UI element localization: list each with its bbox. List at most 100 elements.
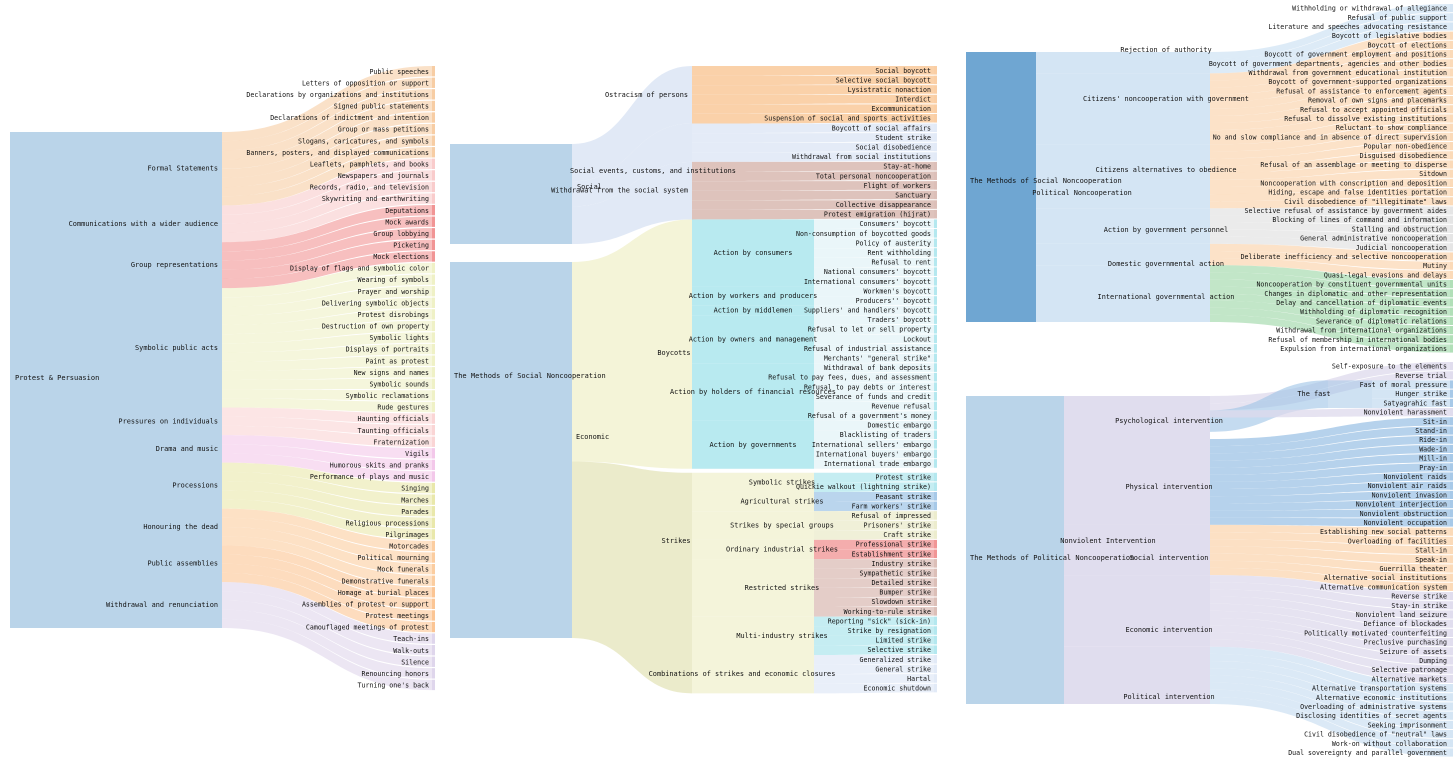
changes-in-diplomatic-and-other-representation-leaf (1450, 289, 1453, 298)
deputations-link (222, 204, 432, 252)
reluctant-to-show-compliance-link (1210, 123, 1450, 152)
letters-of-opposition-or-support-link (222, 77, 432, 151)
withdrawal-from-social-institutions-link (692, 152, 934, 162)
performance-of-plays-and-music-leaf (432, 471, 435, 482)
civil-disobedience-of-illegitimate-laws-leaf (1450, 197, 1453, 206)
refusal-of-industrial-assistance-link (814, 344, 934, 354)
establishing-new-social-patterns-leaf (1450, 527, 1453, 536)
symbolic-reclamations-leaf (432, 390, 435, 401)
slowdown-strike-leaf (934, 597, 937, 607)
reporting-sick-sick-in-label: Reporting "sick" (sick-in) (828, 617, 931, 625)
wade-in-leaf (1450, 444, 1453, 453)
boycott-of-government-employment-and-positions-label: Boycott of government employment and pos… (1264, 51, 1447, 59)
hunger-strike-leaf (1450, 389, 1453, 398)
protest-disrobings-link (222, 309, 432, 335)
lysistratic-nonaction-leaf (934, 85, 937, 94)
social-boycott-leaf (934, 66, 937, 75)
taunting-officials-leaf (432, 424, 435, 436)
banners-posters-and-displayed-communications-link (222, 147, 432, 206)
motorcades-label: Motorcades (389, 543, 429, 551)
ostracism-of-persons-label: Ostracism of persons (605, 91, 688, 99)
slogans-caricatures-and-symbols-link (222, 135, 432, 197)
nonviolent-invasion-leaf (1450, 490, 1453, 499)
marches-label: Marches (401, 496, 429, 504)
ride-in-label: Ride-in (1419, 436, 1447, 444)
wade-in-label: Wade-in (1419, 445, 1447, 453)
revenue-refusal-label: Revenue refusal (871, 402, 931, 410)
noncooperation-by-constituent-governmental-units-leaf (1450, 280, 1453, 289)
bumper-strike-leaf (934, 587, 937, 597)
boycott-of-government-departments-agencies-and-o-link (1210, 59, 1450, 102)
politically-motivated-counterfeiting-label: Politically motivated counterfeiting (1304, 629, 1447, 637)
hiding-escape-and-false-identities-portation-leaf (1450, 188, 1453, 197)
group-or-mass-petitions-link (222, 123, 432, 188)
quickie-walkout-lightning-strike-link (814, 482, 934, 492)
general-administrative-noncooperation-label: General administrative noncooperation (1300, 235, 1447, 243)
mill-in-leaf (1450, 454, 1453, 463)
refusal-to-accept-appointed-officials-link (1210, 105, 1450, 138)
alternative-markets-label: Alternative markets (1372, 675, 1447, 683)
political-intervention-node (1064, 646, 1210, 704)
refusal-to-dissolve-existing-institutions-leaf (1450, 114, 1453, 123)
stand-in-label: Stand-in (1415, 427, 1447, 435)
psychological-intervention-label: Psychological intervention (1115, 417, 1223, 425)
reverse-strike-leaf (1450, 592, 1453, 601)
strike-by-resignation-leaf (934, 626, 937, 635)
changes-in-diplomatic-and-other-representation-link (1210, 272, 1450, 298)
deputations-label: Deputations (385, 207, 429, 215)
camouflaged-meetings-of-protest-leaf (432, 621, 435, 633)
craft-strike-label: Craft strike (883, 531, 931, 539)
slowdown-strike-link (814, 597, 934, 608)
seizure-of-assets-leaf (1450, 647, 1453, 656)
signed-public-statements-link (222, 100, 432, 169)
reverse-strike-label: Reverse strike (1391, 593, 1447, 601)
silence-label: Silence (401, 658, 429, 666)
humorous-skits-and-pranks-label: Humorous skits and pranks (330, 462, 429, 470)
work-on-without-collaboration-leaf (1450, 739, 1453, 748)
seeking-imprisonment-label: Seeking imprisonment (1368, 721, 1447, 729)
nonviolent-harassment-leaf (1450, 408, 1453, 417)
marches-link (222, 471, 432, 505)
pray-in-label: Pray-in (1419, 464, 1447, 472)
withdrawal-from-the-social-system-label: Withdrawal from the social system (551, 187, 688, 195)
satyagrahic-fast-link (1372, 398, 1450, 408)
nonviolent-interjection-link (1210, 500, 1450, 511)
judicial-noncooperation-link (1210, 236, 1450, 252)
craft-strike-leaf (934, 530, 937, 539)
haunting-officials-link (222, 407, 432, 424)
withdrawal-from-the-social-system-link (572, 161, 692, 244)
changes-in-diplomatic-and-other-representation-label: Changes in diplomatic and other represen… (1264, 290, 1447, 298)
boycott-of-legislative-bodies-leaf (1450, 31, 1453, 40)
the-fast-node (1328, 380, 1372, 408)
parades-leaf (432, 506, 435, 517)
citizens-alternatives-to-obedience-node (1036, 144, 1210, 209)
boycott-of-elections-leaf (1450, 40, 1453, 49)
dual-sovereignty-and-parallel-government-leaf (1450, 748, 1453, 757)
refusal-to-pay-debts-or-interest-leaf (934, 382, 937, 392)
protest-meetings-label: Protest meetings (365, 612, 429, 620)
vigils-label: Vigils (405, 450, 429, 458)
general-strike-leaf (934, 664, 937, 674)
dumping-label: Dumping (1419, 657, 1447, 665)
mutiny-link (1210, 250, 1450, 270)
stall-in-leaf (1450, 546, 1453, 555)
action-by-holders-of-financial-resources-node (692, 363, 814, 421)
humorous-skits-and-pranks-leaf (432, 459, 435, 471)
refusal-to-pay-fees-dues-and-assessment-leaf (934, 372, 937, 382)
picketing-label: Picketing (393, 241, 429, 249)
action-by-middlemen-node (692, 305, 814, 316)
preclusive-purchasing-leaf (1450, 638, 1453, 647)
boycott-of-government-employment-and-positions-leaf (1450, 50, 1453, 59)
defiance-of-blockades-leaf (1450, 619, 1453, 628)
boycott-of-elections-link (1210, 40, 1450, 88)
nonviolent-occupation-leaf (1450, 518, 1453, 527)
reverse-trial-label: Reverse trial (1395, 372, 1447, 380)
domestic-embargo-label: Domestic embargo (867, 422, 931, 430)
nonviolent-obstruction-label: Nonviolent obstruction (1360, 510, 1447, 518)
refusal-of-industrial-assistance-label: Refusal of industrial assistance (804, 345, 931, 353)
rejection-of-authority-node (1036, 52, 1210, 74)
parades-label: Parades (401, 508, 429, 516)
symbolic-sounds-label: Symbolic sounds (369, 380, 429, 388)
banners-posters-and-displayed-communications-leaf (432, 147, 435, 158)
boycott-of-government-supported-organizations-link (1210, 77, 1450, 116)
